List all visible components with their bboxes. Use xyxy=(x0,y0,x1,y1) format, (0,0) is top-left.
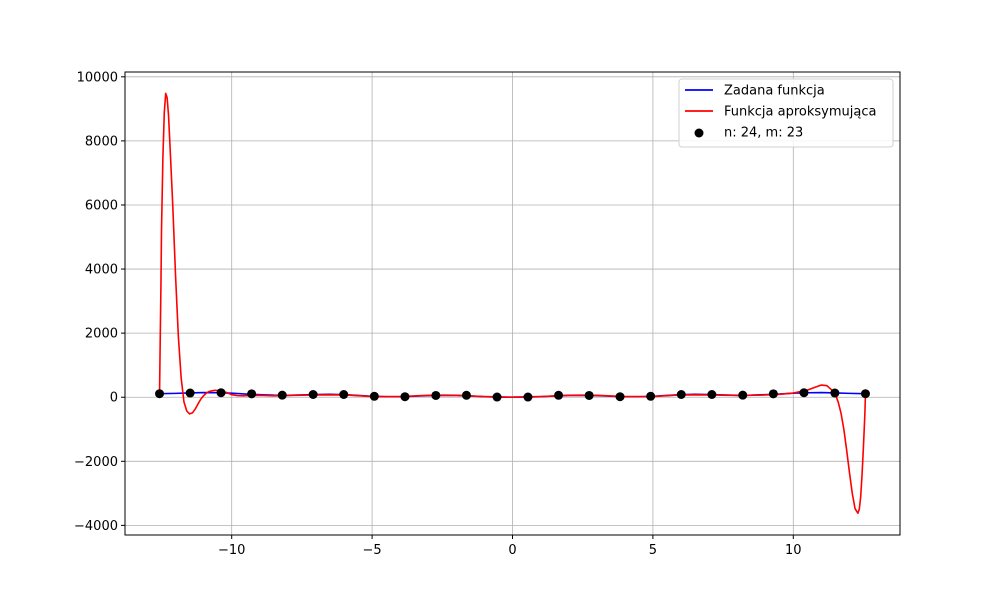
scatter-point xyxy=(799,388,809,398)
scatter-point xyxy=(738,390,748,400)
scatter-point xyxy=(830,388,840,398)
scatter-point xyxy=(339,389,349,399)
y-tick-label: 6000 xyxy=(85,198,118,213)
scatter-point xyxy=(369,391,379,401)
scatter-point xyxy=(247,389,257,399)
y-tick-label: 10000 xyxy=(77,70,118,85)
y-axis: −4000 −2000 0 2000 4000 6000 8000 10000 xyxy=(74,70,125,534)
scatter-point xyxy=(676,389,686,399)
scatter-point xyxy=(523,392,533,402)
series-line-1 xyxy=(158,92,867,515)
y-tick-label: 0 xyxy=(110,391,118,406)
legend-label: Funkcja aproksymująca xyxy=(724,105,876,120)
legend-marker-swatch xyxy=(694,128,704,138)
y-tick-label: 2000 xyxy=(85,327,118,342)
legend-box xyxy=(678,78,894,148)
scatter-point xyxy=(615,392,625,402)
scatter-point xyxy=(646,391,656,401)
x-tick-label: −10 xyxy=(218,543,245,558)
x-axis: −10 −5 0 5 10 xyxy=(218,535,802,558)
scatter-point xyxy=(584,390,594,400)
y-tick-label: −4000 xyxy=(74,519,118,534)
legend-label: Zadana funkcja xyxy=(724,84,825,99)
y-tick-label: 8000 xyxy=(85,134,118,149)
legend: Zadana funkcja Funkcja aproksymująca n: 24… xyxy=(678,78,894,148)
scatter-point xyxy=(216,388,226,398)
scatter-point xyxy=(461,390,471,400)
scatter-point xyxy=(860,389,870,399)
x-tick-label: 5 xyxy=(649,543,657,558)
scatter-point xyxy=(492,392,502,402)
y-tick-label: −2000 xyxy=(74,455,118,470)
scatter-point xyxy=(277,390,287,400)
scatter-point xyxy=(431,390,441,400)
x-tick-label: 0 xyxy=(508,543,516,558)
scatter-point xyxy=(768,389,778,399)
series-layer xyxy=(155,92,870,515)
y-tick-label: 4000 xyxy=(85,263,118,278)
scatter-point xyxy=(554,390,564,400)
scatter-point xyxy=(400,392,410,402)
x-tick-label: −5 xyxy=(363,543,382,558)
scatter-point xyxy=(185,388,195,398)
scatter-point xyxy=(308,389,318,399)
scatter-point xyxy=(155,389,165,399)
scatter-point xyxy=(707,389,717,399)
legend-label: n: 24, m: 23 xyxy=(724,126,803,141)
x-tick-label: 10 xyxy=(785,543,802,558)
